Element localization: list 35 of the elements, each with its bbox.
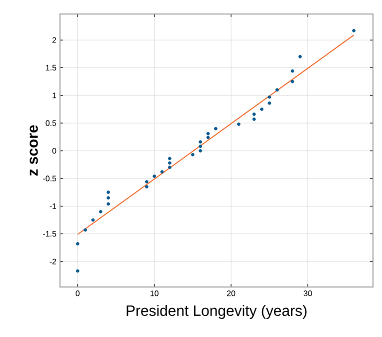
point bbox=[260, 108, 264, 111]
point bbox=[91, 218, 95, 222]
point bbox=[252, 118, 256, 121]
point bbox=[290, 80, 294, 84]
point bbox=[144, 180, 148, 184]
point bbox=[206, 132, 210, 136]
point bbox=[106, 202, 110, 206]
point bbox=[198, 140, 202, 144]
point bbox=[168, 161, 172, 165]
point bbox=[198, 149, 202, 152]
point bbox=[152, 174, 156, 178]
point bbox=[160, 170, 164, 174]
point bbox=[98, 210, 102, 214]
point bbox=[191, 152, 194, 156]
y-axis-title: z score bbox=[30, 125, 38, 176]
point bbox=[198, 144, 202, 148]
point bbox=[106, 196, 110, 200]
point bbox=[84, 228, 88, 232]
point bbox=[76, 242, 80, 246]
point bbox=[214, 126, 218, 130]
point bbox=[290, 69, 294, 73]
point bbox=[106, 190, 110, 194]
point bbox=[298, 54, 302, 58]
point bbox=[268, 95, 272, 99]
x-axis-title: President Longevity (years) bbox=[126, 304, 306, 319]
point bbox=[144, 185, 148, 188]
point bbox=[352, 28, 356, 32]
point bbox=[168, 156, 172, 160]
point bbox=[268, 101, 272, 105]
point bbox=[252, 112, 256, 116]
point bbox=[168, 166, 172, 170]
point bbox=[206, 136, 210, 140]
point bbox=[76, 269, 80, 273]
point bbox=[237, 122, 240, 126]
point bbox=[275, 88, 279, 92]
